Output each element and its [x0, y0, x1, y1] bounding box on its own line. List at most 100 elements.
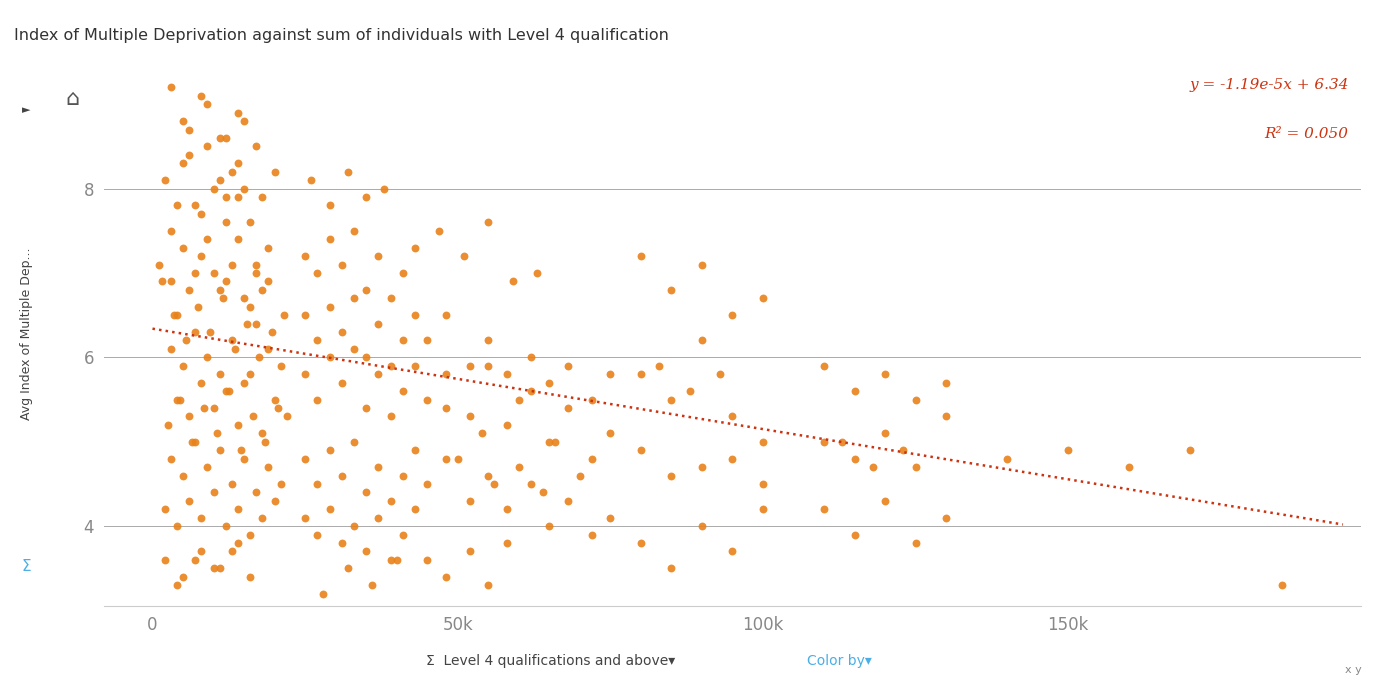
Point	[459, 546, 481, 557]
Point	[184, 327, 206, 338]
Point	[648, 360, 670, 371]
Point	[269, 478, 292, 489]
Point	[227, 504, 249, 515]
Point	[391, 335, 413, 346]
Point	[330, 470, 352, 481]
Point	[245, 141, 267, 152]
Point	[721, 546, 744, 557]
Point	[153, 504, 176, 515]
Point	[661, 563, 683, 574]
Point	[318, 504, 340, 515]
Point	[257, 276, 279, 287]
Point	[380, 293, 402, 304]
Point	[206, 428, 228, 439]
Point	[538, 377, 560, 388]
Point	[936, 512, 958, 523]
Point	[721, 309, 744, 320]
Point	[752, 504, 774, 515]
Point	[214, 386, 236, 397]
Point	[343, 436, 365, 447]
Point	[477, 470, 499, 481]
Point	[166, 521, 188, 532]
Point	[843, 529, 865, 540]
Point	[178, 285, 200, 296]
Point	[166, 309, 188, 320]
Point	[496, 504, 518, 515]
Point	[203, 563, 225, 574]
Point	[276, 411, 299, 422]
Point	[209, 369, 231, 380]
Point	[239, 369, 261, 380]
Point	[229, 444, 252, 455]
Point	[171, 470, 193, 481]
Point	[221, 546, 243, 557]
Point	[160, 82, 182, 93]
Point	[832, 436, 854, 447]
Point	[239, 217, 261, 228]
Point	[221, 166, 243, 177]
Point	[368, 369, 390, 380]
Point	[368, 512, 390, 523]
Point	[196, 141, 218, 152]
Point	[257, 462, 279, 473]
Point	[580, 529, 603, 540]
Point	[218, 386, 240, 397]
Point	[434, 571, 456, 582]
Point	[843, 386, 865, 397]
Point	[520, 478, 542, 489]
Point	[257, 242, 279, 253]
Point	[527, 267, 549, 278]
Point	[239, 301, 261, 312]
Point	[507, 462, 529, 473]
Point	[446, 453, 468, 464]
Point	[300, 174, 322, 185]
Point	[905, 462, 927, 473]
Point	[163, 309, 185, 320]
Point	[184, 436, 206, 447]
Point	[178, 124, 200, 135]
Point	[569, 470, 591, 481]
Point	[318, 301, 340, 312]
Point	[721, 411, 744, 422]
Point	[257, 343, 279, 354]
Point	[477, 217, 499, 228]
Point	[386, 555, 408, 566]
Point	[343, 293, 365, 304]
Point	[538, 521, 560, 532]
Point	[484, 478, 506, 489]
Point	[862, 462, 884, 473]
Text: y = -1.19e-5x + 6.34: y = -1.19e-5x + 6.34	[1189, 79, 1349, 92]
Point	[404, 444, 426, 455]
Point	[361, 579, 383, 590]
Point	[1118, 462, 1140, 473]
Text: ►: ►	[22, 105, 30, 116]
Point	[214, 192, 236, 203]
Point	[264, 394, 286, 405]
Point	[337, 166, 359, 177]
Point	[171, 360, 193, 371]
Point	[459, 495, 481, 506]
Point	[380, 555, 402, 566]
Point	[307, 267, 329, 278]
Point	[264, 495, 286, 506]
Point	[434, 453, 456, 464]
Point	[252, 428, 274, 439]
Text: Index of Multiple Deprivation against sum of individuals with Level 4 qualificat: Index of Multiple Deprivation against su…	[14, 28, 669, 43]
Point	[160, 276, 182, 287]
Point	[254, 436, 276, 447]
Point	[294, 453, 316, 464]
Point	[227, 234, 249, 245]
Point	[260, 327, 282, 338]
Point	[691, 335, 713, 346]
Point	[211, 293, 234, 304]
Point	[936, 411, 958, 422]
Point	[171, 158, 193, 169]
Point	[391, 529, 413, 540]
Point	[234, 377, 256, 388]
Point	[214, 521, 236, 532]
Point	[181, 436, 203, 447]
Point	[160, 453, 182, 464]
Text: Σ  Level 4 qualifications and above▾: Σ Level 4 qualifications and above▾	[426, 655, 676, 668]
Point	[166, 579, 188, 590]
Point	[203, 183, 225, 194]
